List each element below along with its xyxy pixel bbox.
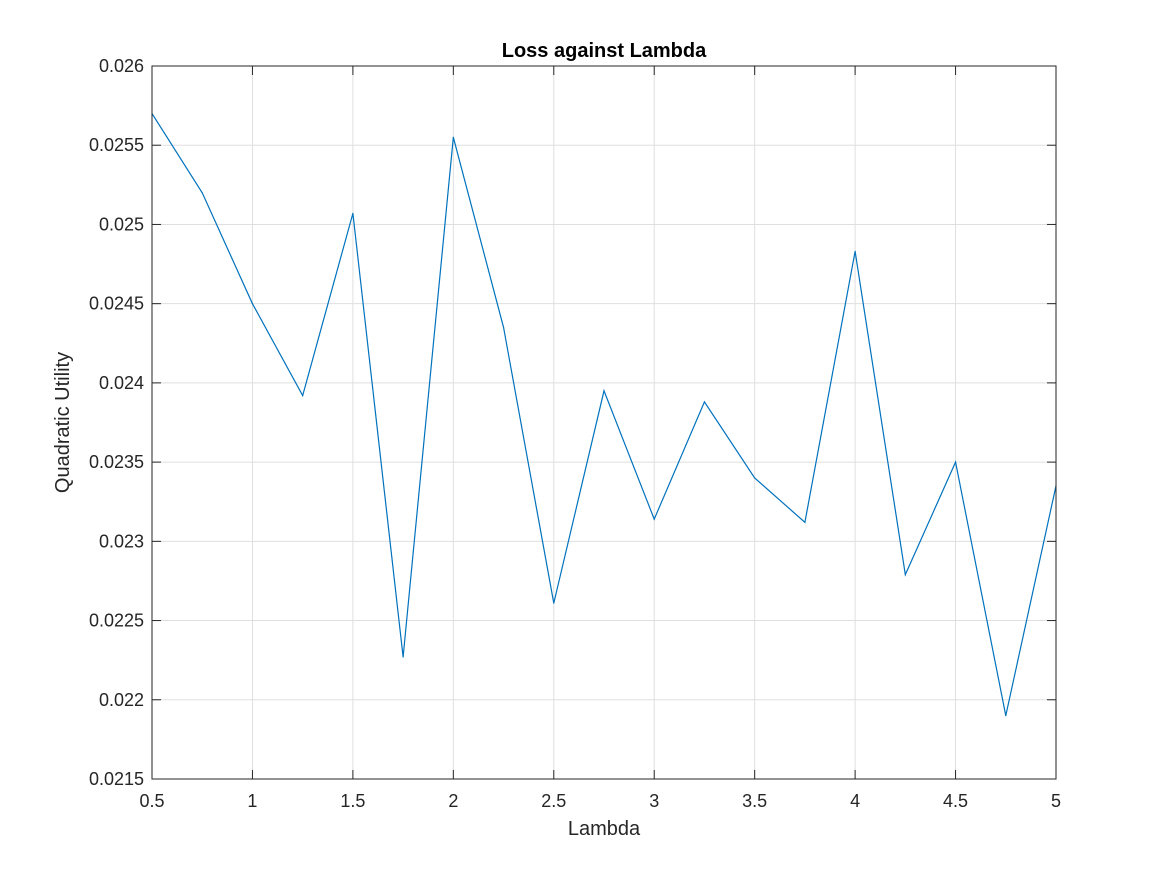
data-point [302,394,304,397]
x-tick-label: 5 [1051,791,1061,811]
x-tick-label: 2.5 [541,791,566,811]
x-tick-label: 1 [247,791,257,811]
data-point [954,461,957,463]
y-tick-label: 0.0235 [89,452,144,472]
x-tick-label: 2 [448,791,458,811]
ticks [151,65,1057,780]
y-tick-label: 0.025 [99,214,144,234]
data-point [754,477,756,479]
data-point [653,518,655,520]
y-tick-label: 0.023 [99,531,144,551]
data-point [201,192,203,194]
data-point [352,212,354,214]
data-point [1005,715,1007,717]
data-point [854,250,856,252]
y-tick-label: 0.024 [99,373,144,393]
plot-area [152,66,1056,779]
y-tick-label: 0.0215 [89,769,144,789]
data-point [804,521,806,523]
axes-box [151,65,1057,780]
y-tick-label: 0.022 [99,690,144,710]
data-point [703,401,706,403]
y-tick-label: 0.0225 [89,611,144,631]
data-point [452,136,454,138]
x-tick-label: 3.5 [742,791,767,811]
data-point [603,390,605,392]
y-tick-label: 0.0255 [89,135,144,155]
x-tick-label: 1.5 [340,791,365,811]
chart-title: Loss against Lambda [502,40,707,62]
x-tick-label: 0.5 [139,791,164,811]
x-tick-label: 4.5 [943,791,968,811]
y-tick-labels: 0.0215 0.022 0.0225 0.023 0.0235 0.024 0.0245 0… [89,56,144,789]
y-tick-label: 0.026 [99,56,144,76]
data-point [502,326,505,329]
x-tick-label: 4 [850,791,860,811]
x-tick-labels: 0.5 1 1.5 2 2.5 3 3.5 4 4.5 5 [139,791,1061,811]
data-point [904,574,906,576]
data-point [251,303,254,305]
x-axis-label: Lambda [568,818,641,840]
x-tick-label: 3 [649,791,659,811]
data-point [402,656,404,658]
y-axis-label: Quadratic Utility [52,352,74,493]
data-point [553,602,555,604]
y-tick-label: 0.0245 [89,294,144,314]
